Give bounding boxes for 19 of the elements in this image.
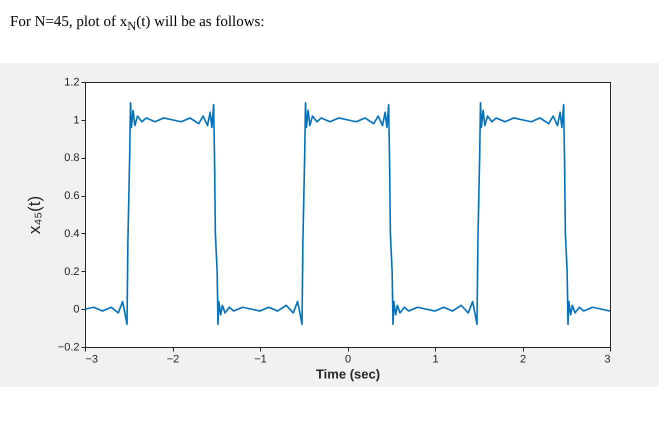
x-tick-label: 3 [604, 354, 610, 366]
x-tick-label: −3 [86, 354, 98, 366]
y-tick-label: 0.8 [64, 152, 80, 164]
y-tick-label: 0.6 [64, 190, 80, 202]
x-tick-label: −2 [166, 354, 180, 366]
x-tick-label: 0 [344, 354, 352, 366]
x-axis-title: Time (sec) [316, 366, 380, 382]
y-tick-label: 0.2 [64, 266, 80, 278]
y-axis-title: x₄₅(t) [24, 196, 44, 234]
y-tick-label: 1 [73, 114, 80, 126]
line-series [85, 102, 610, 326]
x-tick-label: 1 [432, 354, 439, 366]
x-tick-label: 2 [520, 354, 526, 366]
y-tick-label: 1.2 [64, 76, 80, 88]
y-tick-label: 0.4 [64, 228, 80, 240]
y-tick-label: 0 [73, 304, 80, 316]
y-tick-label: −0.2 [58, 342, 80, 354]
x-tick-label: −1 [254, 354, 267, 366]
chart-title: For N=45, plot of x$_{N}$(t) will be as follows: [10, 14, 265, 34]
